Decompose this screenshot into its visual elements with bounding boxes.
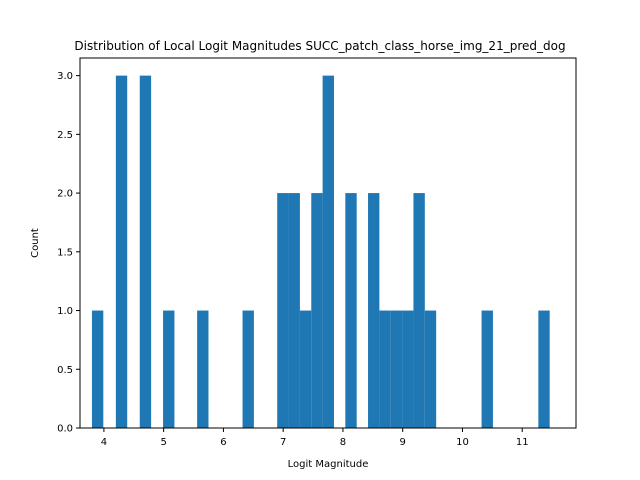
y-tick-label: 0.5 [57,365,73,376]
x-axis-label: Logit Magnitude [288,459,369,470]
histogram-bar [139,75,152,429]
histogram-bar [368,193,380,428]
histogram-bar [288,193,300,428]
histogram-bar [345,193,357,428]
x-tick-label: 5 [160,437,166,448]
y-tick-label: 3.0 [57,71,73,82]
y-tick-label: 1.5 [57,247,73,258]
histogram-bar [413,193,425,428]
histogram-bar [299,310,312,428]
histogram-bar [322,75,334,429]
histogram-bar [481,310,493,428]
y-tick-label: 1.0 [57,306,73,317]
y-tick-label: 0.0 [57,424,73,435]
plot-frame [79,57,577,429]
x-axis-ticks: 4 5 6 7 8 9 10 11 [101,428,529,448]
histogram-bar [311,193,323,428]
bars-group [91,75,550,429]
histogram-bar [379,310,391,428]
x-tick-label: 4 [101,437,107,448]
histogram-bar [402,310,414,428]
histogram-bar [197,310,209,428]
x-tick-label: 10 [456,437,469,448]
histogram-bar [424,310,437,428]
histogram-bar [91,310,104,428]
histogram-bar [242,310,254,428]
y-tick-label: 2.0 [57,189,73,200]
histogram-bar [390,310,403,428]
chart-title: Distribution of Local Logit Magnitudes S… [74,39,565,53]
x-tick-label: 7 [280,437,286,448]
y-tick-label: 2.5 [57,130,73,141]
x-tick-label: 9 [400,437,406,448]
y-axis-ticks: 0.0 0.5 1.0 1.5 2.0 2.5 3.0 [57,71,80,435]
histogram-bar [277,193,289,428]
x-tick-label: 6 [220,437,226,448]
histogram-bar [163,310,175,428]
histogram-bar [115,75,128,429]
histogram-bar [538,310,550,428]
y-axis-label: Count [30,228,41,258]
x-tick-label: 11 [516,437,529,448]
x-tick-label: 8 [340,437,346,448]
